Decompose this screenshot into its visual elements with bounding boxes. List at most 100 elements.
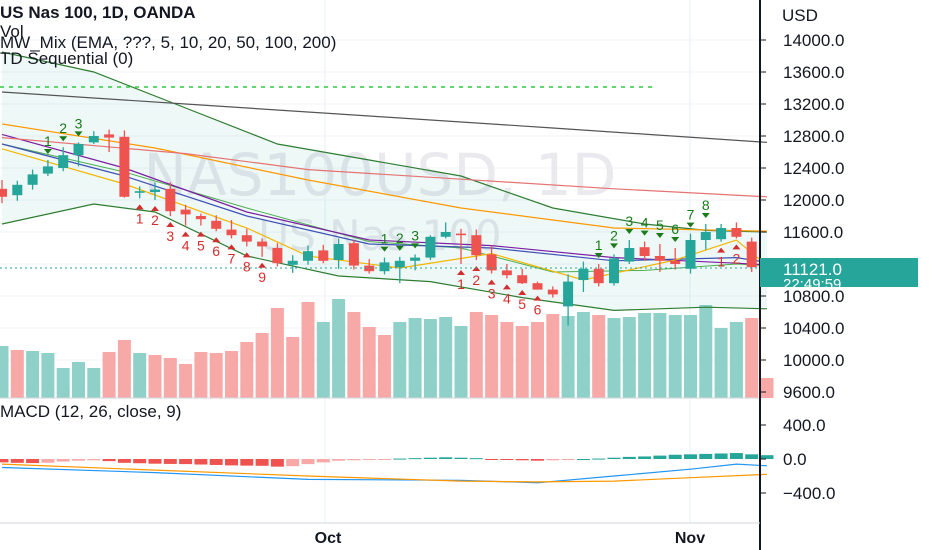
- td-arrow-down: [701, 213, 710, 218]
- macd-hist-bar: [760, 455, 774, 459]
- macd-hist-bar: [454, 457, 468, 459]
- macd-hist-bar: [87, 459, 101, 461]
- macd-hist-bar: [469, 458, 483, 460]
- volume-bar: [209, 353, 223, 398]
- td-label: 3: [411, 227, 420, 249]
- candle: [257, 238, 268, 257]
- price-tick-label: 12800.0: [783, 127, 844, 146]
- ema-line: [1, 123, 768, 232]
- price-tick-label: 13600.0: [783, 63, 844, 82]
- candle-body: [348, 243, 359, 266]
- ema-line: [1, 137, 768, 198]
- td-arrow-down: [671, 237, 680, 242]
- candle: [42, 160, 53, 176]
- volume-bar: [255, 333, 269, 398]
- volume-bar: [729, 322, 743, 398]
- macd-axis-ticks[interactable]: 400.0 0.0 −400.0: [760, 416, 835, 503]
- price-tick-label: 13200.0: [783, 95, 844, 114]
- td-arrow-up: [181, 231, 190, 237]
- td-count: 6: [534, 302, 542, 318]
- candle-body: [654, 256, 665, 261]
- symbol-title[interactable]: US Nas 100, 1D, OANDA: [0, 3, 196, 22]
- td-label: 2: [59, 120, 67, 142]
- indicator-vol[interactable]: Vol: [0, 22, 24, 41]
- price-axis-ticks[interactable]: 14000.0 13600.0 13200.0 12800.0 12400.0 12000…: [760, 31, 844, 402]
- macd-hist-bar: [10, 459, 24, 463]
- candle-body: [517, 275, 528, 284]
- candle: [303, 245, 313, 265]
- td-arrow-up: [717, 247, 726, 253]
- candle: [241, 228, 252, 247]
- candle-body: [104, 134, 115, 138]
- td-arrow-up: [533, 295, 542, 301]
- td-count: 8: [243, 258, 251, 274]
- candle: [12, 180, 23, 201]
- td-arrow-down: [411, 243, 420, 249]
- candle-body: [303, 251, 313, 261]
- time-label-oct: Oct: [315, 530, 342, 547]
- candle: [211, 215, 222, 232]
- td-count: 4: [182, 238, 190, 254]
- td-count: 4: [641, 215, 649, 231]
- indicator-mw-mix[interactable]: MW_Mix (EMA, ???, 5, 10, 20, 50, 100, 20…: [0, 33, 337, 52]
- ema-line: [1, 91, 768, 143]
- macd-hist-bar: [270, 459, 284, 467]
- td-label: 2: [151, 206, 159, 228]
- volume-bar: [332, 299, 346, 398]
- candle-body: [272, 248, 283, 264]
- td-arrow-up: [242, 252, 251, 258]
- indicator-td-sequential[interactable]: TD Sequential (0): [0, 49, 134, 68]
- macd-hist-bar: [163, 459, 177, 464]
- candle-body: [471, 235, 482, 256]
- td-count: 6: [212, 243, 220, 259]
- volume-bar: [10, 350, 24, 398]
- candle: [685, 233, 696, 274]
- macd-hist-bar: [622, 456, 636, 459]
- macd-hist-bar: [378, 459, 391, 460]
- td-label: 3: [625, 213, 633, 234]
- td-count: 4: [503, 290, 511, 306]
- td-label: 7: [686, 207, 695, 228]
- candle-body: [731, 228, 742, 237]
- candle: [58, 147, 69, 172]
- volume-bar: [745, 318, 759, 398]
- td-count: 5: [197, 238, 205, 254]
- macd-hist-bar: [133, 459, 147, 464]
- volume-bar: [653, 313, 667, 398]
- td-arrow-up: [135, 204, 144, 210]
- macd-hist-bar: [286, 459, 300, 467]
- macd-hist-bar: [347, 459, 361, 461]
- candle: [119, 130, 130, 198]
- candle-body: [165, 188, 176, 212]
- macd-hist-bar: [225, 459, 238, 466]
- candle: [593, 264, 604, 287]
- candle: [0, 180, 7, 204]
- candle-body: [394, 260, 405, 268]
- macd-tick-label: −400.0: [783, 484, 835, 503]
- td-label: 5: [196, 231, 205, 254]
- volume-bar: [561, 316, 575, 398]
- price-tick-label: 14000.0: [783, 31, 844, 50]
- td-label: 1: [135, 204, 144, 226]
- candle: [379, 257, 390, 275]
- candle-body: [410, 257, 421, 261]
- macd-hist-bar: [668, 454, 682, 459]
- candle-body: [42, 166, 53, 174]
- td-arrow-down: [686, 222, 695, 228]
- macd-hist-bar: [0, 459, 9, 463]
- macd-hist-bar: [362, 459, 376, 460]
- volume-bar: [469, 312, 483, 398]
- macd-hist-bar: [699, 453, 713, 459]
- td-arrow-down: [610, 243, 618, 249]
- volume-bar: [0, 346, 9, 398]
- td-label: 4: [640, 215, 649, 236]
- volume-bar: [270, 308, 284, 398]
- td-count: 1: [44, 133, 52, 149]
- td-count: 2: [733, 250, 741, 266]
- indicator-macd[interactable]: MACD (12, 26, close, 9): [0, 402, 182, 421]
- volume-bar: [439, 317, 453, 398]
- td-label: 4: [181, 231, 190, 254]
- candle-body: [578, 268, 589, 280]
- macd-hist-bar: [408, 458, 422, 460]
